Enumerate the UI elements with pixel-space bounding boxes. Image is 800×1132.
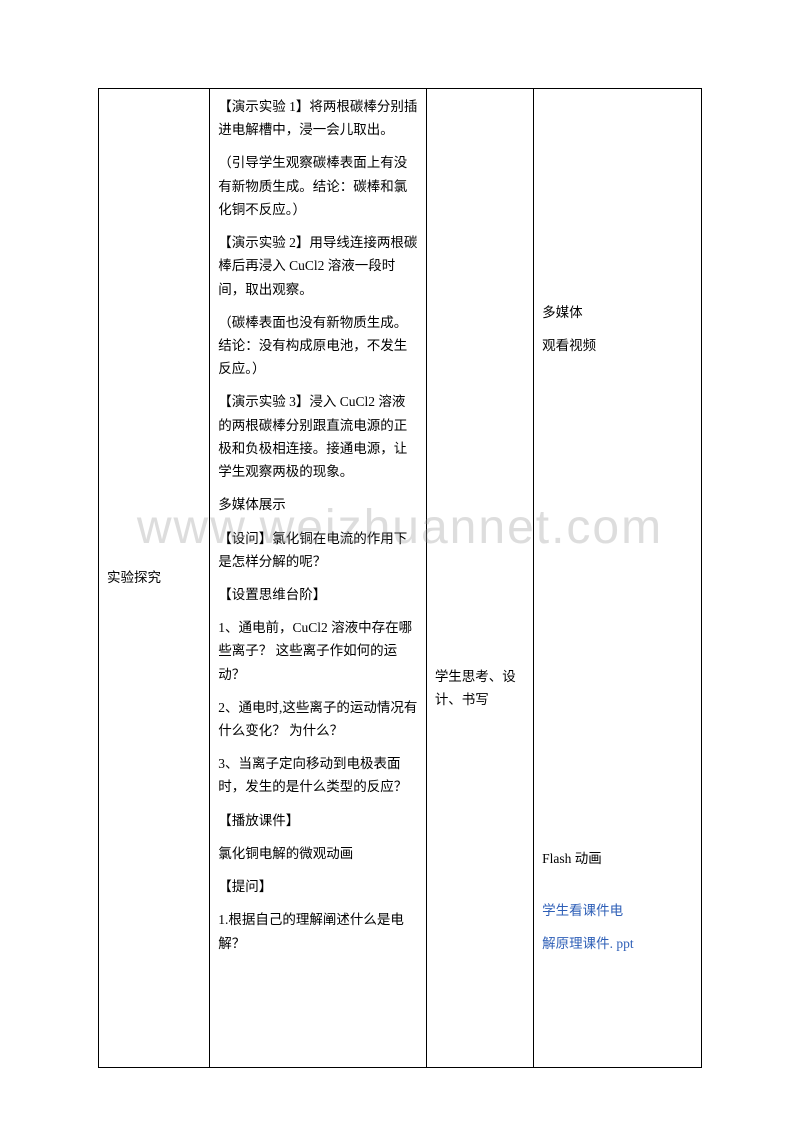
para: 【设问】氯化铜在电流的作用下是怎样分解的呢？: [218, 527, 418, 573]
media-link-line2: 解原理课件. ppt: [542, 932, 693, 955]
column-teacher-activity: 【演示实验 1】将两根碳棒分别插进电解槽中，浸一会儿取出。 （引导学生观察碳棒表…: [210, 89, 427, 1067]
para: 【演示实验 1】将两根碳棒分别插进电解槽中，浸一会儿取出。: [218, 95, 418, 141]
lesson-table: 实验探究 【演示实验 1】将两根碳棒分别插进电解槽中，浸一会儿取出。 （引导学生…: [98, 88, 702, 1068]
para: 【演示实验 2】用导线连接两根碳棒后再浸入 CuCl2 溶液一段时间，取出观察。: [218, 231, 418, 301]
para: （引导学生观察碳棒表面上有没有新物质生成。结论：碳棒和氯化铜不反应。）: [218, 151, 418, 221]
media-text: 多媒体: [542, 301, 693, 324]
para: （碳棒表面也没有新物质生成。结论：没有构成原电池，不发生反应。）: [218, 311, 418, 381]
media-link-line: 学生看课件电: [542, 899, 693, 922]
para: 1.根据自己的理解阐述什么是电解？: [218, 908, 418, 954]
para: 多媒体展示: [218, 493, 418, 516]
para: 1、通电前，CuCl2 溶液中存在哪些离子？ 这些离子作如何的运动？: [218, 616, 418, 686]
stage-label: 实验探究: [107, 566, 161, 589]
courseware-link[interactable]: 解原理课件. ppt: [542, 936, 634, 951]
para: 2、通电时,这些离子的运动情况有什么变化？ 为什么？: [218, 696, 418, 742]
para: 【播放课件】: [218, 809, 418, 832]
para: 【设置思维台阶】: [218, 583, 418, 606]
student-activity-text: 学生思考、设计、书写: [435, 665, 525, 711]
para: 3、当离子定向移动到电极表面时，发生的是什么类型的反应？: [218, 752, 418, 798]
media-text: 观看视频: [542, 334, 693, 357]
column-student-activity: 学生思考、设计、书写: [427, 89, 534, 1067]
courseware-link-part[interactable]: 电: [610, 903, 624, 918]
media-text: Flash 动画: [542, 847, 693, 870]
para: 【提问】: [218, 875, 418, 898]
courseware-link-prefix: 学生看课件: [542, 903, 610, 918]
column-stage: 实验探究: [99, 89, 210, 1067]
column-media: 多媒体 观看视频 Flash 动画 学生看课件电 解原理课件. ppt: [534, 89, 701, 1067]
para: 氯化铜电解的微观动画: [218, 842, 418, 865]
para: 【演示实验 3】浸入 CuCl2 溶液的两根碳棒分别跟直流电源的正极和负极相连接…: [218, 390, 418, 483]
